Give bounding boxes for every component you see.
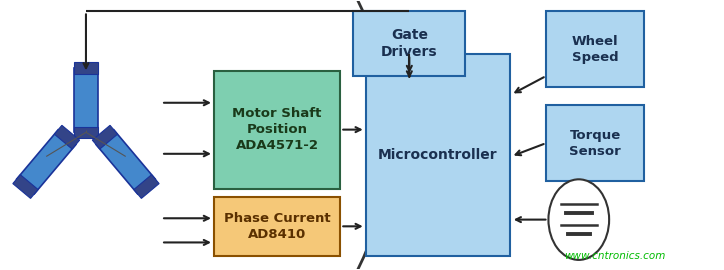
Text: www.cntronics.com: www.cntronics.com: [564, 251, 665, 261]
Polygon shape: [93, 125, 117, 149]
Text: Motor Shaft
Position
ADA4571-2: Motor Shaft Position ADA4571-2: [232, 107, 321, 152]
Polygon shape: [75, 68, 98, 132]
Polygon shape: [75, 62, 98, 74]
FancyBboxPatch shape: [214, 70, 340, 189]
FancyBboxPatch shape: [353, 11, 466, 76]
Text: Gate
Drivers: Gate Drivers: [381, 28, 437, 59]
Text: Microcontroller: Microcontroller: [378, 148, 497, 162]
Polygon shape: [17, 130, 76, 194]
FancyBboxPatch shape: [366, 55, 510, 256]
Polygon shape: [75, 127, 98, 138]
Polygon shape: [134, 175, 159, 198]
Polygon shape: [13, 175, 38, 198]
Polygon shape: [54, 125, 80, 149]
Polygon shape: [96, 130, 156, 194]
Text: Phase Current
AD8410: Phase Current AD8410: [224, 212, 330, 241]
Text: Wheel
Speed: Wheel Speed: [572, 35, 618, 63]
FancyBboxPatch shape: [547, 11, 644, 87]
Ellipse shape: [549, 179, 609, 260]
FancyBboxPatch shape: [547, 106, 644, 181]
Ellipse shape: [0, 0, 390, 270]
FancyBboxPatch shape: [214, 197, 340, 256]
Text: Torque
Sensor: Torque Sensor: [569, 129, 621, 158]
